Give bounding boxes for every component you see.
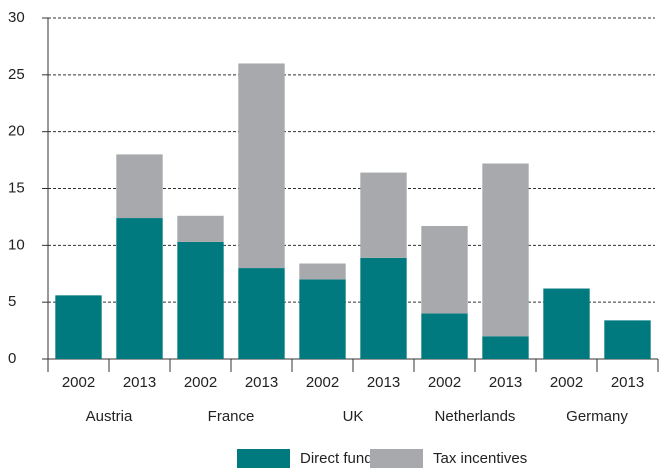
- bar-segment: [421, 313, 468, 359]
- bar-segment: [604, 320, 651, 359]
- x-tick-label: 2013: [489, 374, 522, 391]
- x-tick-label: 2002: [184, 374, 217, 391]
- legend-swatch: [370, 449, 423, 468]
- bar-segment: [238, 63, 285, 269]
- bar-segment: [116, 218, 163, 359]
- x-tick-label: 2013: [245, 374, 278, 391]
- group-label: Austria: [86, 408, 133, 425]
- group-label: France: [208, 408, 255, 425]
- bar-segment: [116, 154, 163, 219]
- bar-segment: [543, 288, 590, 359]
- bar-segment: [177, 241, 224, 359]
- bar-segment: [55, 295, 102, 359]
- y-tick-label: 0: [8, 350, 16, 367]
- bar-segment: [360, 172, 407, 258]
- x-tick-label: 2002: [306, 374, 339, 391]
- bar-segment: [482, 336, 529, 359]
- bar-segment: [482, 163, 529, 337]
- x-tick-label: 2002: [550, 374, 583, 391]
- bar-segment: [360, 257, 407, 359]
- bar-segment: [421, 226, 468, 314]
- x-tick-label: 2002: [428, 374, 461, 391]
- y-tick-label: 30: [8, 9, 25, 26]
- group-label: Germany: [566, 408, 628, 425]
- y-tick-label: 10: [8, 236, 25, 253]
- x-tick-label: 2013: [367, 374, 400, 391]
- y-tick-label: 20: [8, 123, 25, 140]
- x-tick-label: 2013: [611, 374, 644, 391]
- y-tick-label: 5: [8, 293, 16, 310]
- group-label: Netherlands: [435, 408, 516, 425]
- group-label: UK: [343, 408, 364, 425]
- y-tick-label: 15: [8, 179, 25, 196]
- y-tick-label: 25: [8, 66, 25, 83]
- bar-segment: [299, 279, 346, 359]
- bar-segment: [299, 263, 346, 280]
- x-tick-label: 2013: [123, 374, 156, 391]
- legend-swatch: [237, 449, 290, 468]
- bar-segment: [177, 215, 224, 242]
- bar-segment: [238, 268, 285, 359]
- x-tick-label: 2002: [62, 374, 95, 391]
- legend-label: Direct funding: [300, 450, 393, 467]
- legend-label: Tax incentives: [433, 450, 527, 467]
